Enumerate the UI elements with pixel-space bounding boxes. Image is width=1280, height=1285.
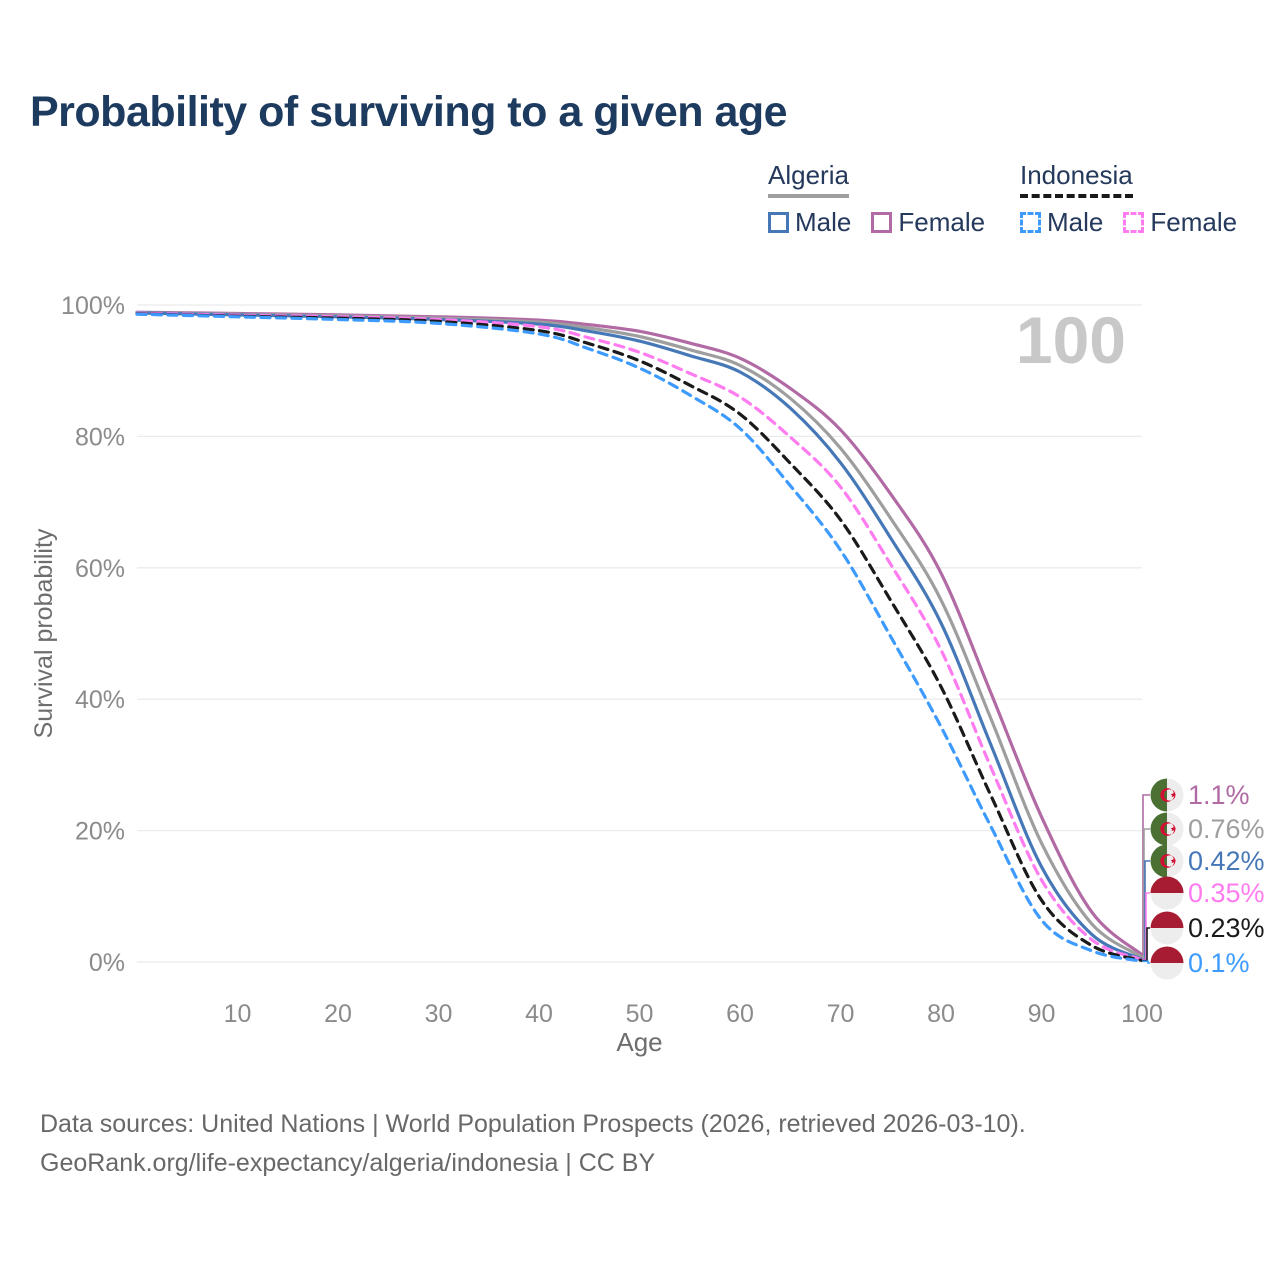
end-value-label-indonesia-female: 0.35%: [1188, 878, 1265, 908]
legend-country-indonesia[interactable]: Indonesia: [1020, 160, 1133, 198]
page-title: Probability of surviving to a given age: [30, 88, 788, 136]
x-tick-label: 40: [525, 1000, 553, 1028]
end-label-connector: [1142, 828, 1150, 958]
y-tick-label: 100%: [61, 292, 125, 320]
end-label-connector: [1142, 960, 1150, 964]
legend-item-label: Male: [795, 207, 852, 237]
x-tick-label: 10: [224, 1000, 252, 1028]
legend-group-algeria: Algeria Male Female: [768, 160, 985, 238]
series-line-algeria[interactable]: [135, 311, 1144, 959]
dashed-line-swatch-icon: [1020, 212, 1041, 233]
flag-algeria-icon: [1150, 812, 1184, 846]
data-sources: Data sources: United Nations | World Pop…: [40, 1105, 1026, 1183]
flag-algeria-icon: [1150, 844, 1184, 878]
flag-indonesia-icon: [1150, 911, 1184, 945]
end-value-label-indonesia-male: 0.1%: [1188, 948, 1250, 978]
solid-line-swatch-icon: [768, 212, 789, 233]
series-line-indonesia[interactable]: [135, 312, 1144, 963]
source-line-2: GeoRank.org/life-expectancy/algeria/indo…: [40, 1149, 656, 1177]
x-tick-label: 80: [927, 1000, 955, 1028]
legend-item-algeria-male[interactable]: Male: [768, 207, 851, 238]
x-axis-title: Age: [616, 1027, 662, 1057]
x-tick-label: 90: [1028, 1000, 1056, 1028]
y-tick-label: 0%: [89, 949, 125, 977]
y-tick-label: 80%: [75, 423, 125, 451]
x-tick-label: 20: [324, 1000, 352, 1028]
hovered-age-watermark: 100: [1016, 303, 1126, 377]
end-label-connector: [1142, 794, 1150, 956]
legend-item-label: Female: [1150, 207, 1238, 237]
flag-algeria-icon: [1150, 778, 1184, 812]
legend-item-indonesia-female[interactable]: Female: [1123, 207, 1237, 238]
series-line-indonesia-female[interactable]: [135, 311, 1144, 962]
series-line-algeria-male[interactable]: [135, 311, 1144, 961]
flag-indonesia-icon: [1150, 946, 1184, 980]
legend-item-indonesia-male[interactable]: Male: [1020, 207, 1103, 238]
source-line-1: Data sources: United Nations | World Pop…: [40, 1110, 1026, 1138]
legend-group-indonesia: Indonesia Male Female: [1020, 160, 1237, 238]
x-tick-label: 50: [626, 1000, 654, 1028]
x-tick-label: 70: [827, 1000, 855, 1028]
dashed-line-swatch-icon: [1123, 212, 1145, 233]
y-axis-title: Survival probability: [30, 528, 58, 738]
x-tick-label: 100: [1121, 1000, 1163, 1028]
flag-indonesia-icon: [1150, 876, 1184, 910]
legend-country-algeria[interactable]: Algeria: [768, 160, 849, 198]
end-value-label-indonesia: 0.23%: [1188, 913, 1265, 943]
end-value-label-algeria: 0.76%: [1188, 814, 1265, 844]
legend-item-label: Female: [898, 207, 986, 237]
legend-item-label: Male: [1047, 207, 1104, 237]
x-tick-label: 60: [726, 1000, 754, 1028]
series-line-indonesia-male[interactable]: [135, 312, 1144, 963]
solid-line-swatch-icon: [871, 212, 893, 233]
y-tick-label: 20%: [75, 818, 125, 846]
y-tick-label: 60%: [75, 555, 125, 583]
series-line-algeria-female[interactable]: [135, 310, 1144, 957]
end-value-label-algeria-male: 0.42%: [1188, 846, 1265, 876]
legend-item-algeria-female[interactable]: Female: [871, 207, 985, 238]
y-tick-label: 40%: [75, 686, 125, 714]
end-value-label-algeria-female: 1.1%: [1188, 780, 1250, 810]
x-tick-label: 30: [425, 1000, 453, 1028]
